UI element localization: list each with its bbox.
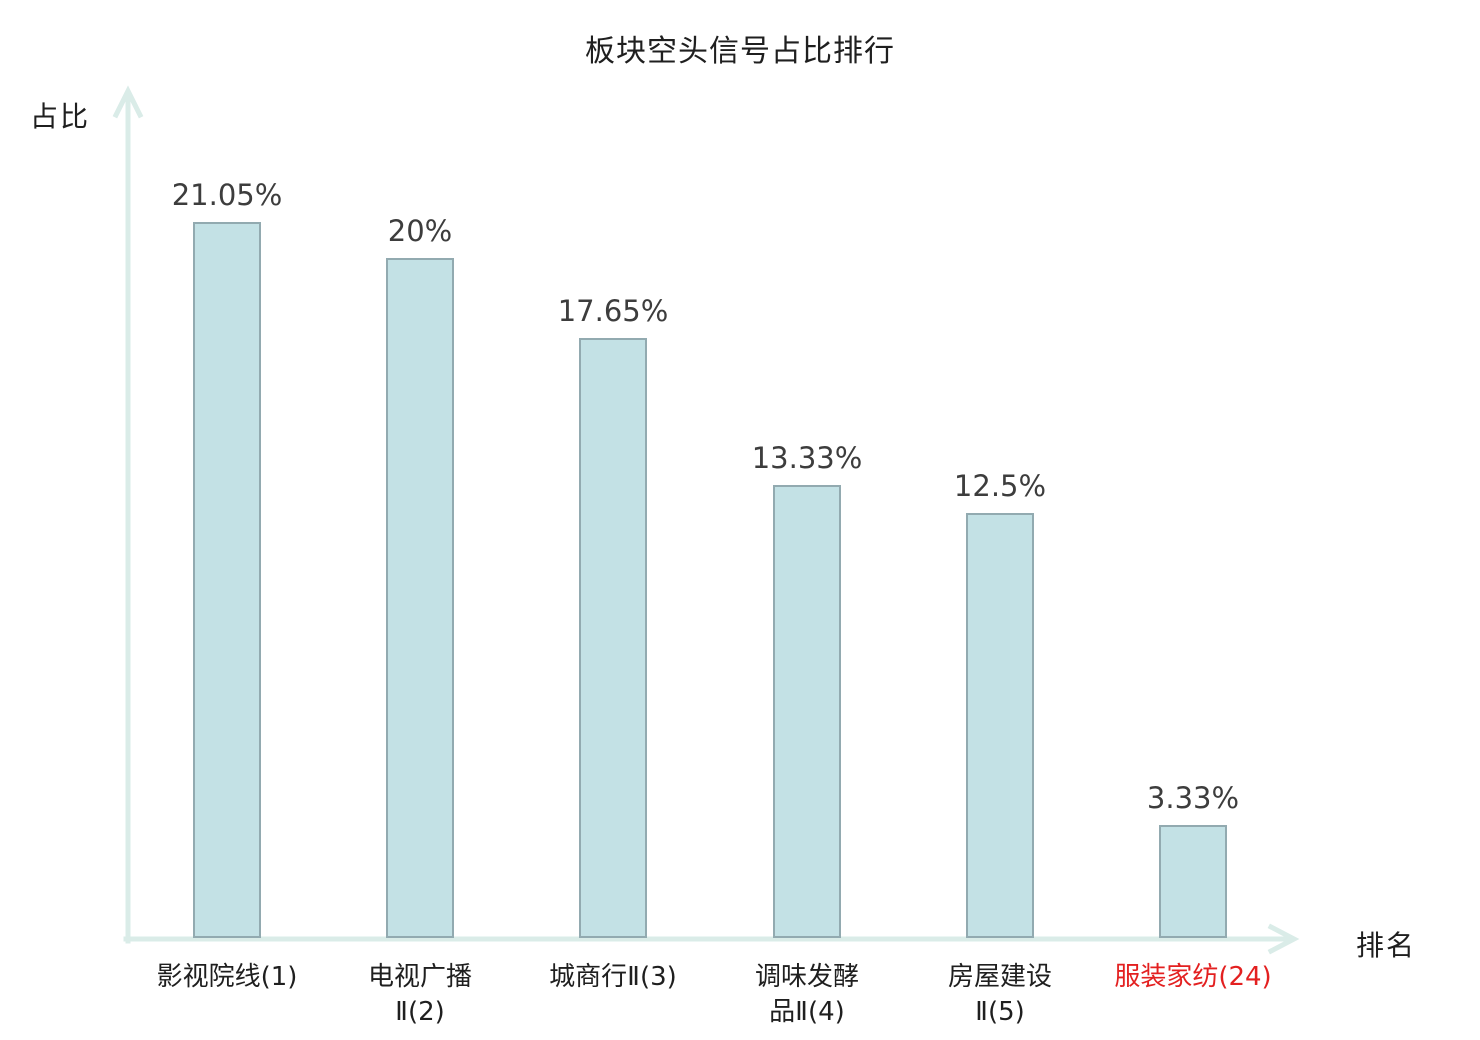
bar-category-label: 影视院线(1) bbox=[112, 960, 342, 995]
bar-category-label-line: 房屋建设 bbox=[947, 962, 1052, 992]
bar-category-label-line: Ⅱ(5) bbox=[975, 997, 1025, 1027]
bar-value-label: 17.65% bbox=[557, 294, 669, 328]
bar bbox=[1159, 825, 1227, 938]
bar-category-label: 调味发酵品Ⅱ(4) bbox=[692, 960, 922, 1030]
y-axis-label: 占比 bbox=[30, 100, 91, 133]
bar bbox=[773, 485, 841, 938]
bar-category-label-line: 品Ⅱ(4) bbox=[769, 997, 845, 1027]
x-axis-label: 排名 bbox=[1356, 929, 1417, 962]
bar-value-label: 20% bbox=[387, 214, 453, 248]
bar-category-label-line: 电视广播 bbox=[367, 962, 472, 992]
chart-title: 板块空头信号占比排行 bbox=[585, 34, 895, 69]
bar-category-label: 电视广播 Ⅱ(2) bbox=[305, 960, 535, 1030]
bar-category-label-line: 城商行Ⅱ(3) bbox=[549, 962, 677, 992]
bar-value-label: 3.33% bbox=[1146, 781, 1240, 815]
bar-value-label: 12.5% bbox=[953, 469, 1047, 503]
bar-category-label-line: Ⅱ(2) bbox=[395, 997, 445, 1027]
bar-value-label: 21.05% bbox=[171, 178, 283, 212]
bar-category-label-line: 影视院线(1) bbox=[156, 962, 298, 992]
bar-category-label: 城商行Ⅱ(3) bbox=[498, 960, 728, 995]
bar bbox=[966, 513, 1034, 938]
bar-category-label-line: 调味发酵 bbox=[754, 962, 859, 992]
bar bbox=[386, 258, 454, 938]
bar bbox=[193, 222, 261, 938]
bar-category-label-line: 服装家纺(24) bbox=[1114, 962, 1272, 992]
bar bbox=[579, 338, 647, 938]
bar-category-label: 服装家纺(24) bbox=[1078, 960, 1308, 995]
bar-value-label: 13.33% bbox=[751, 441, 863, 475]
bar-category-label: 房屋建设 Ⅱ(5) bbox=[885, 960, 1115, 1030]
